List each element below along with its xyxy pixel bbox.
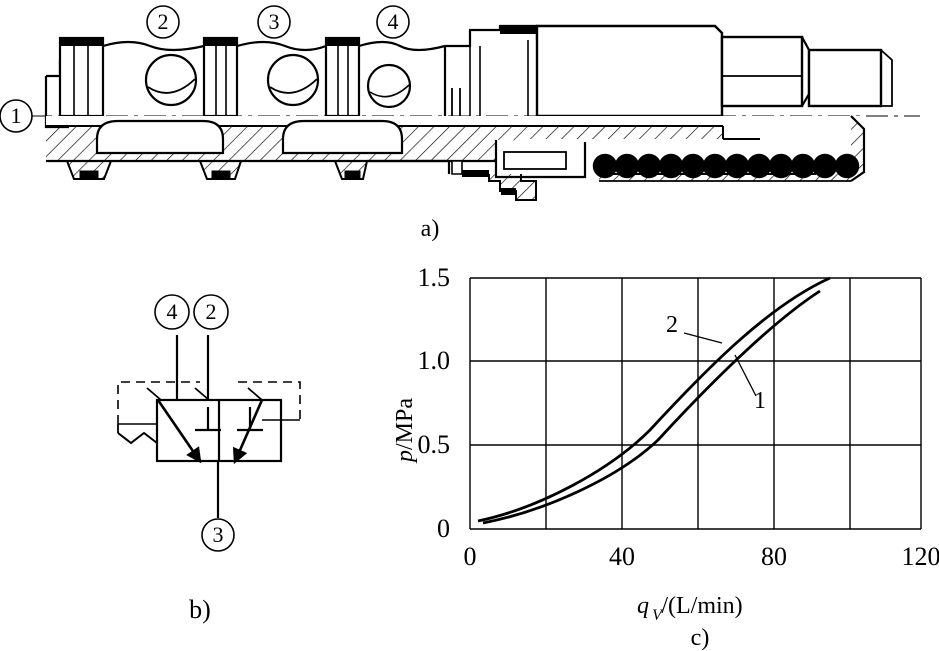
svg-text:40: 40 (609, 542, 635, 571)
svg-text:/(L/min): /(L/min) (661, 593, 742, 619)
svg-text:c): c) (691, 625, 710, 651)
svg-text:1: 1 (11, 103, 22, 128)
svg-text:0: 0 (464, 542, 477, 571)
svg-text:0: 0 (437, 514, 450, 543)
svg-text:80: 80 (761, 542, 787, 571)
svg-text:120: 120 (902, 542, 939, 571)
svg-text:2: 2 (666, 312, 678, 338)
svg-text:2: 2 (158, 9, 169, 34)
svg-text:2: 2 (206, 299, 217, 324)
svg-text:a): a) (421, 216, 440, 242)
svg-text:3: 3 (269, 9, 280, 34)
svg-text:1.5: 1.5 (418, 263, 451, 292)
svg-text:p/MPa: p/MPa (392, 398, 418, 464)
svg-text:b): b) (189, 595, 211, 624)
svg-text:q: q (637, 593, 649, 619)
svg-text:4: 4 (388, 9, 399, 34)
svg-text:1.0: 1.0 (418, 346, 451, 375)
svg-text:4: 4 (167, 299, 178, 324)
svg-text:3: 3 (213, 522, 224, 547)
svg-text:0.5: 0.5 (418, 430, 451, 459)
svg-text:1: 1 (754, 388, 766, 414)
